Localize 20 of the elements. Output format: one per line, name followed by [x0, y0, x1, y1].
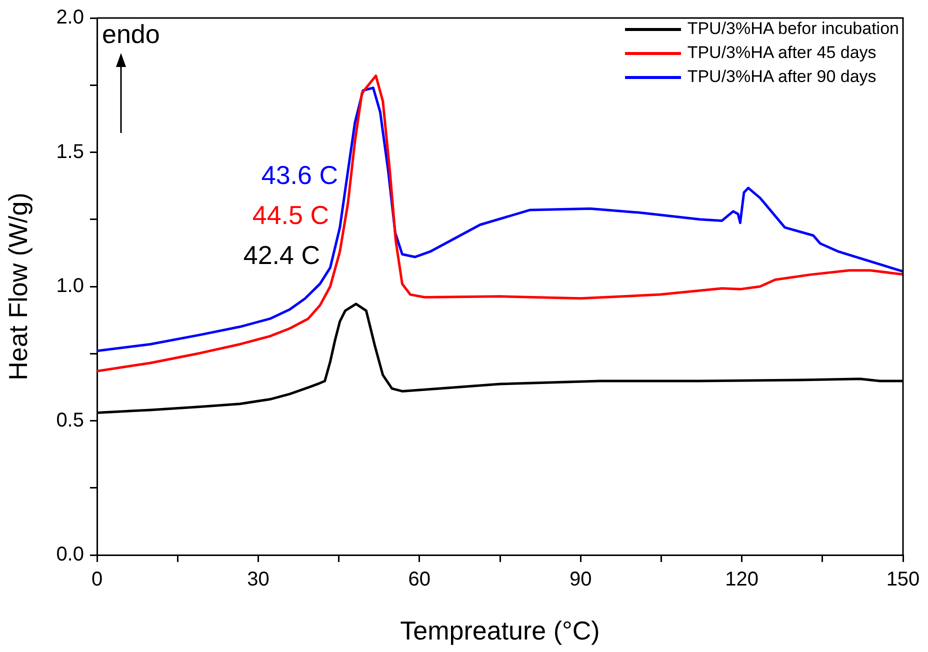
x-tick-label: 90 [569, 568, 592, 591]
annotation: endo [102, 19, 160, 49]
y-tick-label: 2.0 [56, 6, 84, 29]
legend-label: TPU/3%HA after 45 days [687, 42, 876, 64]
legend-label: TPU/3%HA after 90 days [687, 66, 876, 88]
x-tick-label: 0 [91, 568, 103, 591]
annotation: 43.6 C [261, 160, 338, 190]
annotation: 44.5 C [252, 200, 329, 230]
y-axis-title: Heat Flow (W/g) [2, 192, 33, 380]
y-tick-label: 0.5 [56, 409, 84, 432]
y-tick-label: 0.0 [56, 544, 84, 566]
x-tick-label: 150 [886, 568, 920, 591]
x-tick-label: 120 [725, 568, 758, 591]
annotation: 42.4 C [243, 240, 320, 270]
legend-label: TPU/3%HA befor incubation [687, 18, 899, 40]
x-tick-label: 60 [408, 568, 431, 591]
x-axis-title: Tempreature (°C) [400, 616, 600, 646]
y-tick-label: 1.0 [56, 275, 84, 298]
y-tick-label: 1.5 [56, 140, 84, 163]
x-tick-label: 30 [247, 568, 270, 591]
